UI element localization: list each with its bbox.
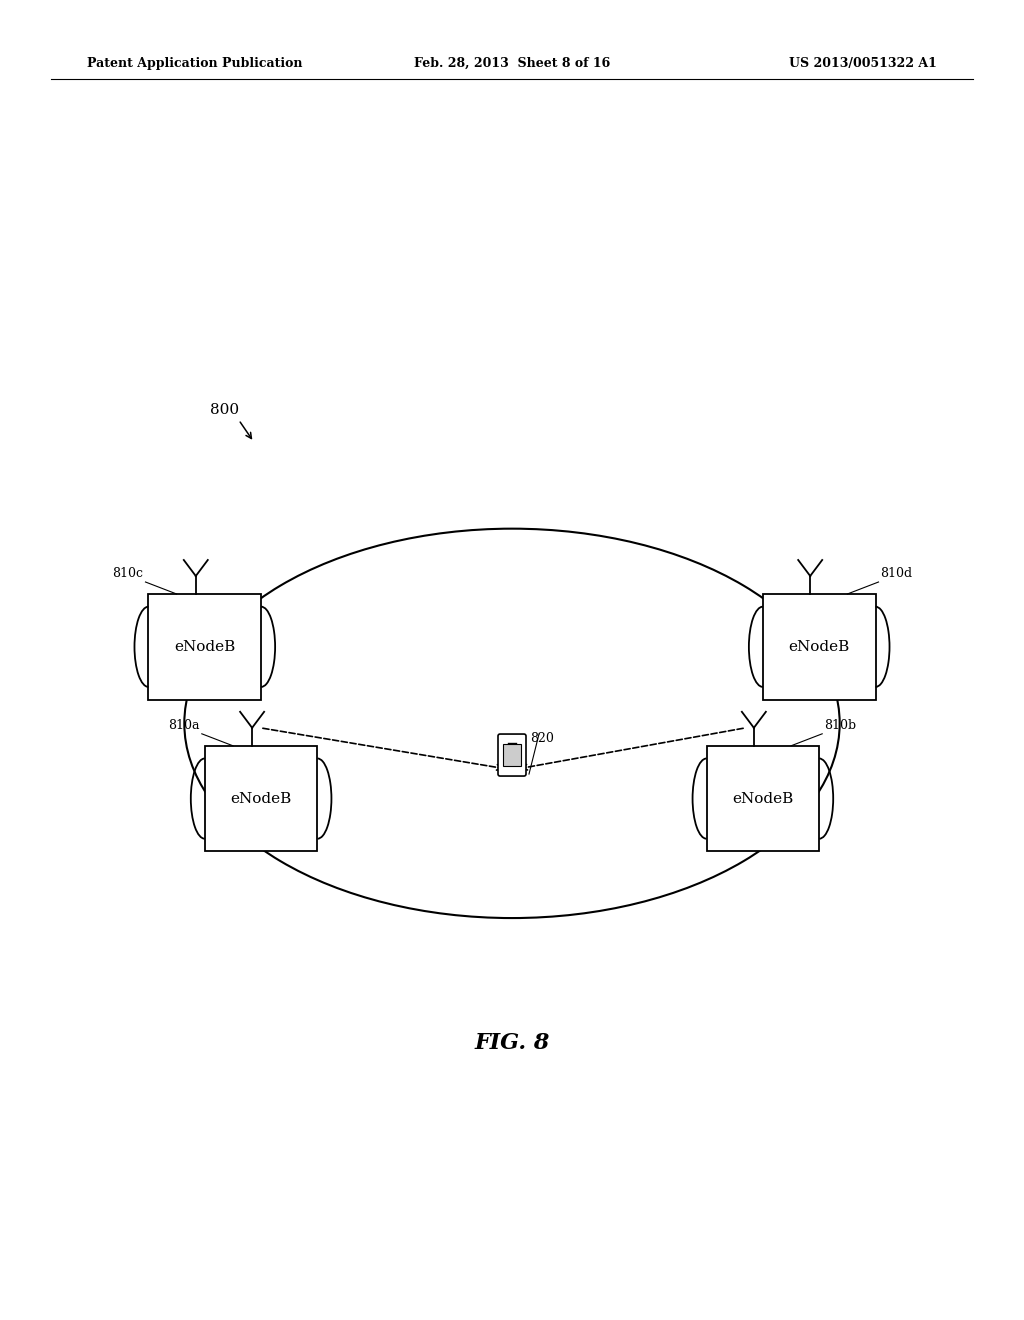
Text: eNodeB: eNodeB (230, 792, 292, 805)
Text: Patent Application Publication: Patent Application Publication (87, 57, 302, 70)
Text: 810b: 810b (824, 719, 856, 731)
Text: eNodeB: eNodeB (788, 640, 850, 653)
Text: 810c: 810c (113, 568, 143, 579)
FancyBboxPatch shape (148, 594, 261, 700)
Text: 810d: 810d (881, 568, 912, 579)
Text: 810a: 810a (168, 719, 200, 731)
Text: eNodeB: eNodeB (732, 792, 794, 805)
FancyBboxPatch shape (707, 746, 819, 851)
Text: US 2013/0051322 A1: US 2013/0051322 A1 (790, 57, 937, 70)
Text: 800: 800 (210, 403, 239, 417)
Text: FIG. 8: FIG. 8 (474, 1032, 550, 1053)
FancyBboxPatch shape (763, 594, 876, 700)
FancyBboxPatch shape (503, 744, 521, 767)
FancyBboxPatch shape (498, 734, 526, 776)
Text: eNodeB: eNodeB (174, 640, 236, 653)
Text: Feb. 28, 2013  Sheet 8 of 16: Feb. 28, 2013 Sheet 8 of 16 (414, 57, 610, 70)
FancyBboxPatch shape (205, 746, 317, 851)
Text: 820: 820 (530, 733, 554, 744)
